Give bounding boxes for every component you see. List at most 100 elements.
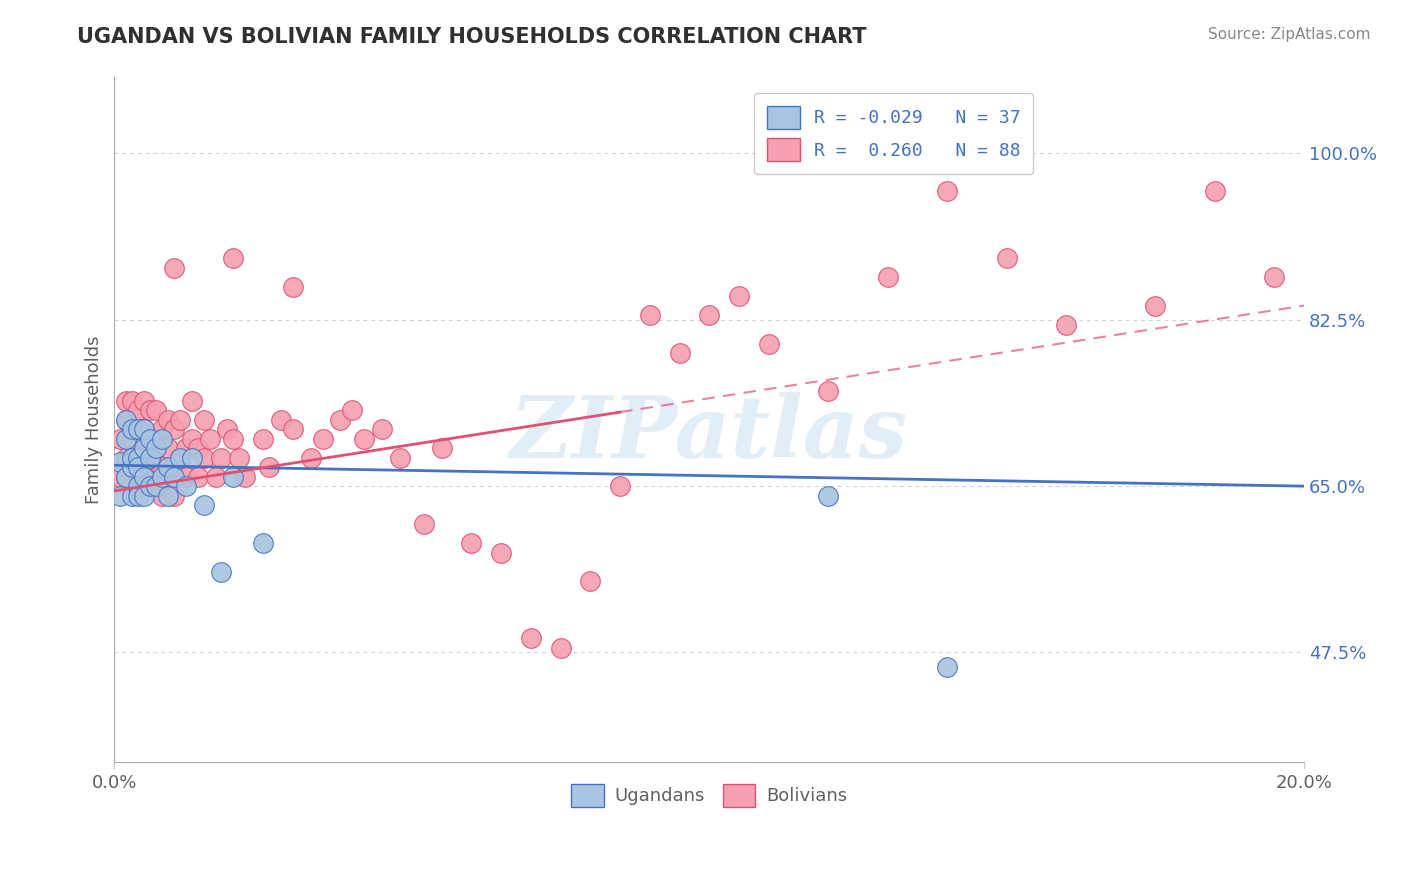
Point [180,450,202,465]
Point [187,469,209,483]
Text: ZIPatlas: ZIPatlas [510,392,908,475]
Point [281,279,304,293]
Point [127,450,149,465]
Point [121,489,143,503]
Point [936,185,959,199]
Point [110,455,132,469]
Point [217,422,239,436]
Point [329,412,352,426]
Point [134,422,156,436]
Point [121,460,143,475]
Point [115,432,138,446]
Point [127,450,149,465]
Point [156,469,179,483]
Point [110,432,132,446]
Point [222,469,245,483]
Point [156,412,179,426]
Point [127,460,149,475]
Point [579,574,602,589]
Point [139,479,162,493]
Point [110,469,132,483]
Point [150,469,173,483]
Point [163,260,186,275]
Point [156,441,179,455]
Point [145,403,167,417]
Point [180,432,202,446]
Point [252,432,274,446]
Point [134,441,156,455]
Point [211,450,233,465]
Point [1144,299,1167,313]
Point [1054,318,1077,332]
Point [1263,270,1285,285]
Point [1204,185,1226,199]
Point [139,403,162,417]
Point [163,489,186,503]
Point [222,432,245,446]
Point [233,469,256,483]
Point [127,489,149,503]
Point [145,441,167,455]
Point [936,659,959,673]
Point [638,308,661,322]
Point [134,469,156,483]
Point [388,450,411,465]
Point [211,565,233,579]
Point [127,479,149,493]
Point [430,441,453,455]
Point [169,450,191,465]
Point [115,469,138,483]
Point [193,450,215,465]
Point [281,422,304,436]
Y-axis label: Family Households: Family Households [86,335,103,504]
Point [169,412,191,426]
Point [145,469,167,483]
Point [121,393,143,408]
Point [609,479,631,493]
Point [156,460,179,475]
Point [174,441,197,455]
Point [134,422,156,436]
Point [134,432,156,446]
Point [353,432,375,446]
Point [228,450,250,465]
Point [163,469,186,483]
Point [134,450,156,465]
Point [222,251,245,265]
Point [180,393,202,408]
Point [121,432,143,446]
Point [139,469,162,483]
Point [270,412,292,426]
Point [187,441,209,455]
Point [115,469,138,483]
Point [163,422,186,436]
Point [174,479,197,493]
Point [876,270,898,285]
Point [163,460,186,475]
Point [115,412,138,426]
Point [145,432,167,446]
Point [134,479,156,493]
Point [204,469,226,483]
Point [115,450,138,465]
Point [697,308,720,322]
Point [139,441,162,455]
Point [257,460,280,475]
Point [150,489,173,503]
Point [145,479,167,493]
Point [121,450,143,465]
Point [169,450,191,465]
Point [252,536,274,550]
Point [817,489,839,503]
Point [412,517,434,532]
Point [520,631,543,645]
Text: Source: ZipAtlas.com: Source: ZipAtlas.com [1208,27,1371,42]
Point [817,384,839,398]
Point [342,403,364,417]
Point [121,479,143,493]
Point [127,422,149,436]
Point [550,640,572,655]
Point [115,393,138,408]
Text: UGANDAN VS BOLIVIAN FAMILY HOUSEHOLDS CORRELATION CHART: UGANDAN VS BOLIVIAN FAMILY HOUSEHOLDS CO… [77,27,868,46]
Point [121,422,143,436]
